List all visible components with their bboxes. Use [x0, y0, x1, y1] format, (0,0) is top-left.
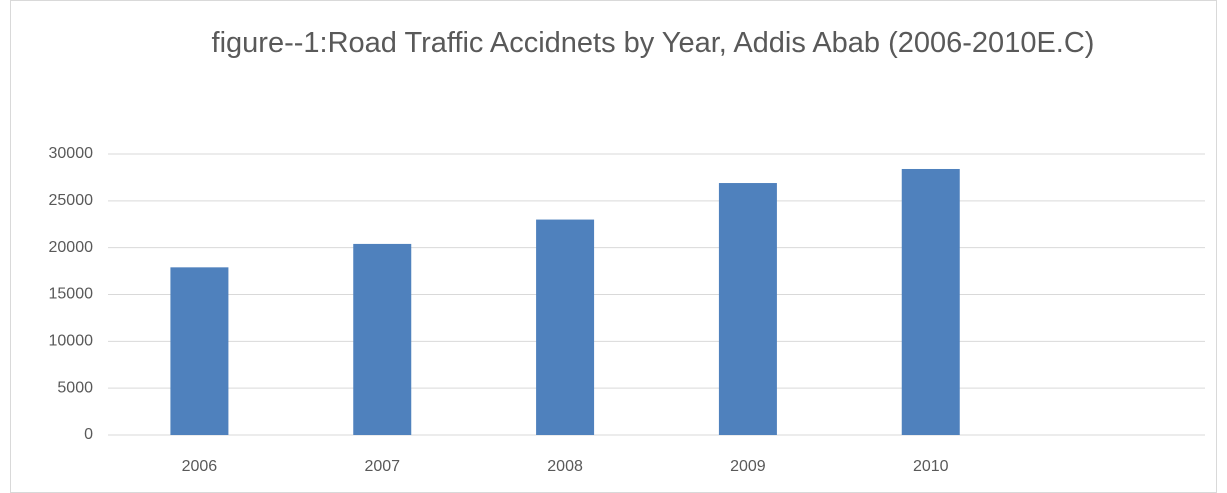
y-tick-label: 15000	[49, 286, 94, 303]
bar	[718, 183, 777, 435]
y-tick-label: 10000	[49, 333, 94, 350]
y-tick-label: 5000	[57, 379, 93, 396]
y-tick-label: 0	[84, 426, 93, 443]
bar	[536, 219, 595, 435]
y-tick-label: 25000	[49, 192, 94, 209]
y-tick-label: 20000	[49, 239, 94, 256]
x-tick-label: 2006	[182, 458, 218, 475]
x-tick-label: 2009	[730, 458, 766, 475]
y-tick-label: 30000	[49, 145, 94, 162]
x-tick-label: 2010	[913, 458, 949, 475]
chart-title: figure--1:Road Traffic Accidnets by Year…	[211, 27, 1095, 59]
x-tick-label: 2008	[547, 458, 583, 475]
bar	[353, 243, 412, 435]
bar	[901, 168, 960, 435]
x-tick-label: 2007	[364, 458, 400, 475]
bar	[170, 267, 229, 435]
